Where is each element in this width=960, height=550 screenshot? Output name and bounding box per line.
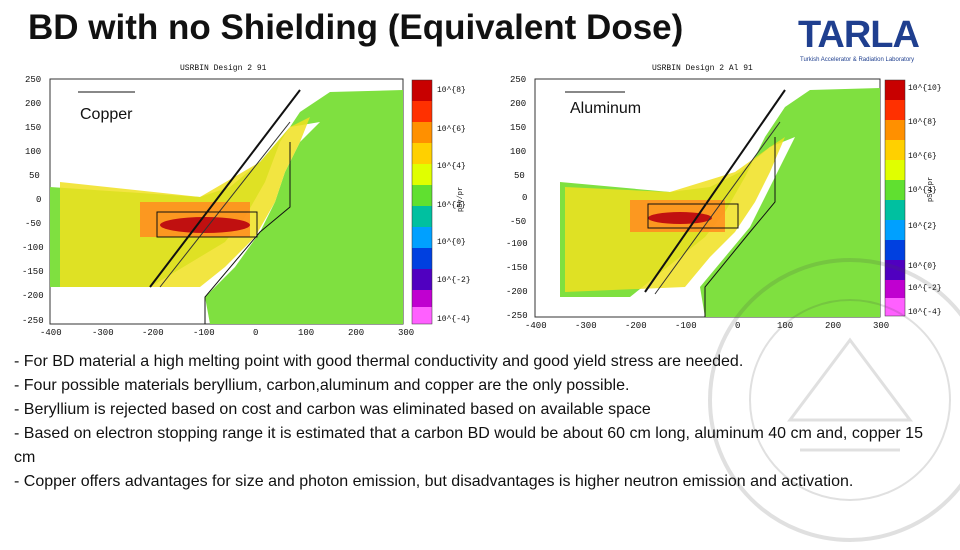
x-tick: 200 [348,328,364,337]
logo-word: TARLA [798,14,920,56]
y-tick: 150 [25,123,41,133]
bullet-item: - Beryllium is rejected based on cost an… [14,401,651,418]
dump-outline [156,211,258,238]
colorbar-tick: 10^{0} [437,238,466,247]
x-tick: -200 [625,321,647,331]
y-tick: 250 [25,75,41,85]
copper-dose-plot: 250 200 150 100 50 0 -50 -100 -150 -200 … [0,62,475,337]
bullet-item: - Four possible materials beryllium, car… [14,377,630,394]
colorbar-unit: pSv/pr [457,187,465,212]
y-tick: 0 [522,193,527,203]
x-tick: -100 [193,328,215,337]
y-tick: 200 [25,99,41,109]
x-tick: 100 [777,321,793,331]
x-axis-ticks: -400 -300 -200 -100 0 100 200 300 [40,328,414,337]
colorbar-tick: 10^{6} [908,152,937,161]
x-tick: -400 [40,328,62,337]
colorbar-tick: 10^{4} [908,186,937,195]
x-tick: -400 [525,321,547,331]
y-axis-ticks: 250 200 150 100 50 0 -50 -100 -150 -200 … [506,75,528,321]
y-tick: 150 [510,123,526,133]
bullet-item: - For BD material a high melting point w… [14,353,744,370]
x-tick: -300 [575,321,597,331]
aluminum-dose-plot: 250 200 150 100 50 0 -50 -100 -150 -200 … [480,62,955,337]
beamline [149,89,301,288]
y-tick: -150 [506,263,528,273]
y-tick: 100 [510,147,526,157]
y-tick: -250 [506,311,528,321]
beamline-edge [654,121,781,295]
colorbar-tick: 10^{4} [437,162,466,171]
wall-outline [704,137,776,317]
colorbar-ticks: 10^{10} 10^{8} 10^{6} 10^{4} 10^{2} 10^{… [908,84,942,317]
material-label: Copper [78,106,135,124]
colorbar-tick: 10^{-2} [908,284,942,293]
plot-header: USRBIN Design 2 Al 91 [652,64,753,73]
x-tick: -100 [675,321,697,331]
bullet-item: - Copper offers advantages for size and … [14,473,854,490]
colorbar-tick: 10^{-4} [908,308,942,317]
y-tick: 50 [514,171,525,181]
colorbar [411,79,433,325]
material-label: Aluminum [568,100,644,118]
colorbar-unit: pSv/pr [927,177,935,202]
colorbar-tick: 10^{8} [437,86,466,95]
x-tick: 100 [298,328,314,337]
wall-outline [204,142,291,324]
y-tick: -50 [510,217,526,227]
beamline-edge [159,121,291,288]
x-tick: 300 [873,321,889,331]
beam-dump-core [648,212,712,224]
colorbar-tick: 10^{6} [437,125,466,134]
x-axis-ticks: -400 -300 -200 -100 0 100 200 300 [525,321,889,331]
y-tick: 250 [510,75,526,85]
tarla-logo: TARLA Turkish Accelerator & Radiation La… [796,12,936,68]
y-tick: 100 [25,147,41,157]
x-tick: 200 [825,321,841,331]
x-tick: 300 [398,328,414,337]
y-tick: 200 [510,99,526,109]
beam-dump-core [160,217,250,233]
colorbar-ticks: 10^{8} 10^{6} 10^{4} 10^{2} 10^{0} 10^{-… [437,86,471,324]
logo-subtitle: Turkish Accelerator & Radiation Laborato… [800,57,915,63]
slide-title: BD with no Shielding (Equivalent Dose) [28,8,684,47]
y-tick: -50 [25,219,41,229]
colorbar-tick: 10^{2} [437,201,466,210]
colorbar-tick: 10^{8} [908,118,937,127]
beamline [644,89,786,293]
colorbar-tick: 10^{10} [908,84,942,93]
bullet-item: - Based on electron stopping range it is… [14,425,923,466]
bullet-list: - For BD material a high melting point w… [14,350,939,494]
dump-outline [647,203,739,229]
y-tick: 50 [29,171,40,181]
x-tick: 0 [735,321,740,331]
y-tick: -100 [22,243,44,253]
y-tick: 0 [36,195,41,205]
y-axis-ticks: 250 200 150 100 50 0 -50 -100 -150 -200 … [22,75,44,326]
y-tick: -250 [22,316,44,326]
y-tick: -200 [506,287,528,297]
colorbar-tick: 10^{2} [908,222,937,231]
y-tick: -150 [22,267,44,277]
y-tick: -200 [22,291,44,301]
y-tick: -100 [506,239,528,249]
colorbar [884,79,906,317]
colorbar-tick: 10^{-4} [437,315,471,324]
x-tick: -200 [142,328,164,337]
colorbar-tick: 10^{-2} [437,276,471,285]
x-tick: 0 [253,328,258,337]
x-tick: -300 [92,328,114,337]
plot-header: USRBIN Design 2 91 [180,64,267,73]
colorbar-tick: 10^{0} [908,262,937,271]
